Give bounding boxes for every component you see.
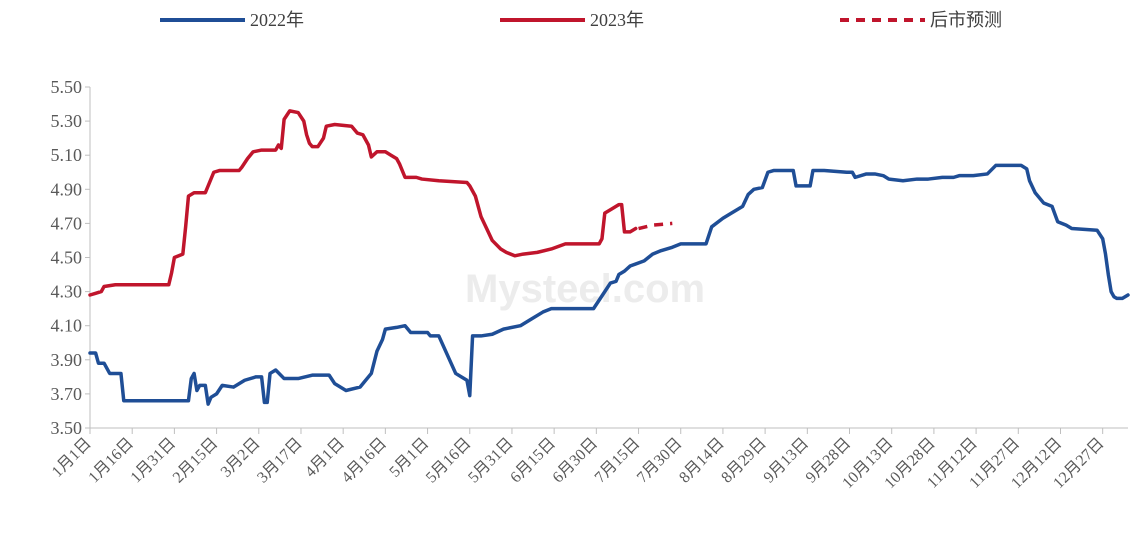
x-tick-label: 8月14日 — [676, 435, 728, 487]
x-tick-label: 7月30日 — [634, 435, 686, 487]
y-tick-label: 5.30 — [51, 111, 83, 131]
legend-label-2022: 2022年 — [250, 10, 304, 30]
y-tick-label: 3.70 — [51, 384, 83, 404]
y-tick-label: 4.10 — [51, 316, 83, 336]
y-tick-label: 4.30 — [51, 282, 83, 302]
y-tick-label: 3.50 — [51, 418, 83, 438]
x-tick-label: 3月17日 — [254, 435, 306, 487]
watermark: Mysteel.com — [465, 267, 705, 311]
x-tick-label: 1月31日 — [128, 435, 180, 487]
y-tick-label: 4.90 — [51, 179, 83, 199]
y-tick-label: 5.10 — [51, 145, 83, 165]
series-line-2023 — [88, 109, 638, 297]
x-tick-label: 1月16日 — [85, 435, 137, 487]
x-tick-label: 9月13日 — [761, 435, 813, 487]
y-tick-label: 3.90 — [51, 350, 83, 370]
x-tick-label: 6月30日 — [550, 435, 602, 487]
watermark-text: Mysteel.com — [465, 267, 705, 311]
x-tick-label: 5月31日 — [465, 435, 517, 487]
x-tick-label: 6月15日 — [507, 435, 559, 487]
series-line-2022 — [88, 163, 1130, 406]
y-tick-label: 4.50 — [51, 248, 83, 268]
x-tick-label: 8月29日 — [718, 435, 770, 487]
x-tick-label: 2月15日 — [170, 435, 222, 487]
y-tick-label: 5.50 — [51, 77, 83, 97]
x-tick-label: 4月16日 — [339, 435, 391, 487]
legend-label-2023: 2023年 — [590, 10, 644, 30]
series-line-forecast — [638, 221, 673, 231]
series-group — [88, 109, 1130, 406]
legend: 2022年 2023年 后市预测 — [160, 10, 1002, 30]
legend-label-forecast: 后市预测 — [930, 10, 1002, 30]
x-tick-label: 7月15日 — [592, 435, 644, 487]
y-tick-label: 4.70 — [51, 213, 83, 233]
x-tick-label: 5月16日 — [423, 435, 475, 487]
